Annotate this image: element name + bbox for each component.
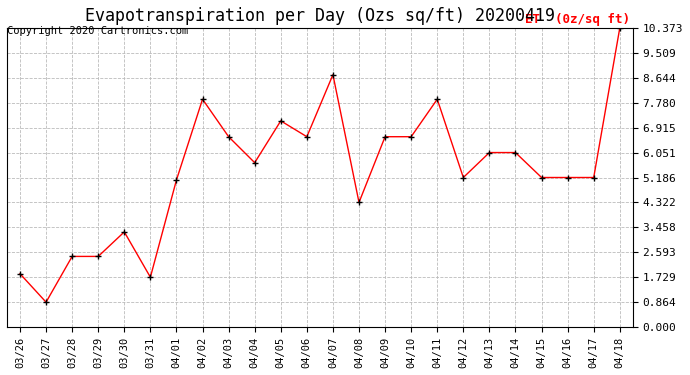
Text: Copyright 2020 Cartronics.com: Copyright 2020 Cartronics.com (7, 26, 188, 36)
Text: ET  (0z/sq ft): ET (0z/sq ft) (524, 13, 630, 26)
Title: Evapotranspiration per Day (Ozs sq/ft) 20200419: Evapotranspiration per Day (Ozs sq/ft) 2… (85, 7, 555, 25)
